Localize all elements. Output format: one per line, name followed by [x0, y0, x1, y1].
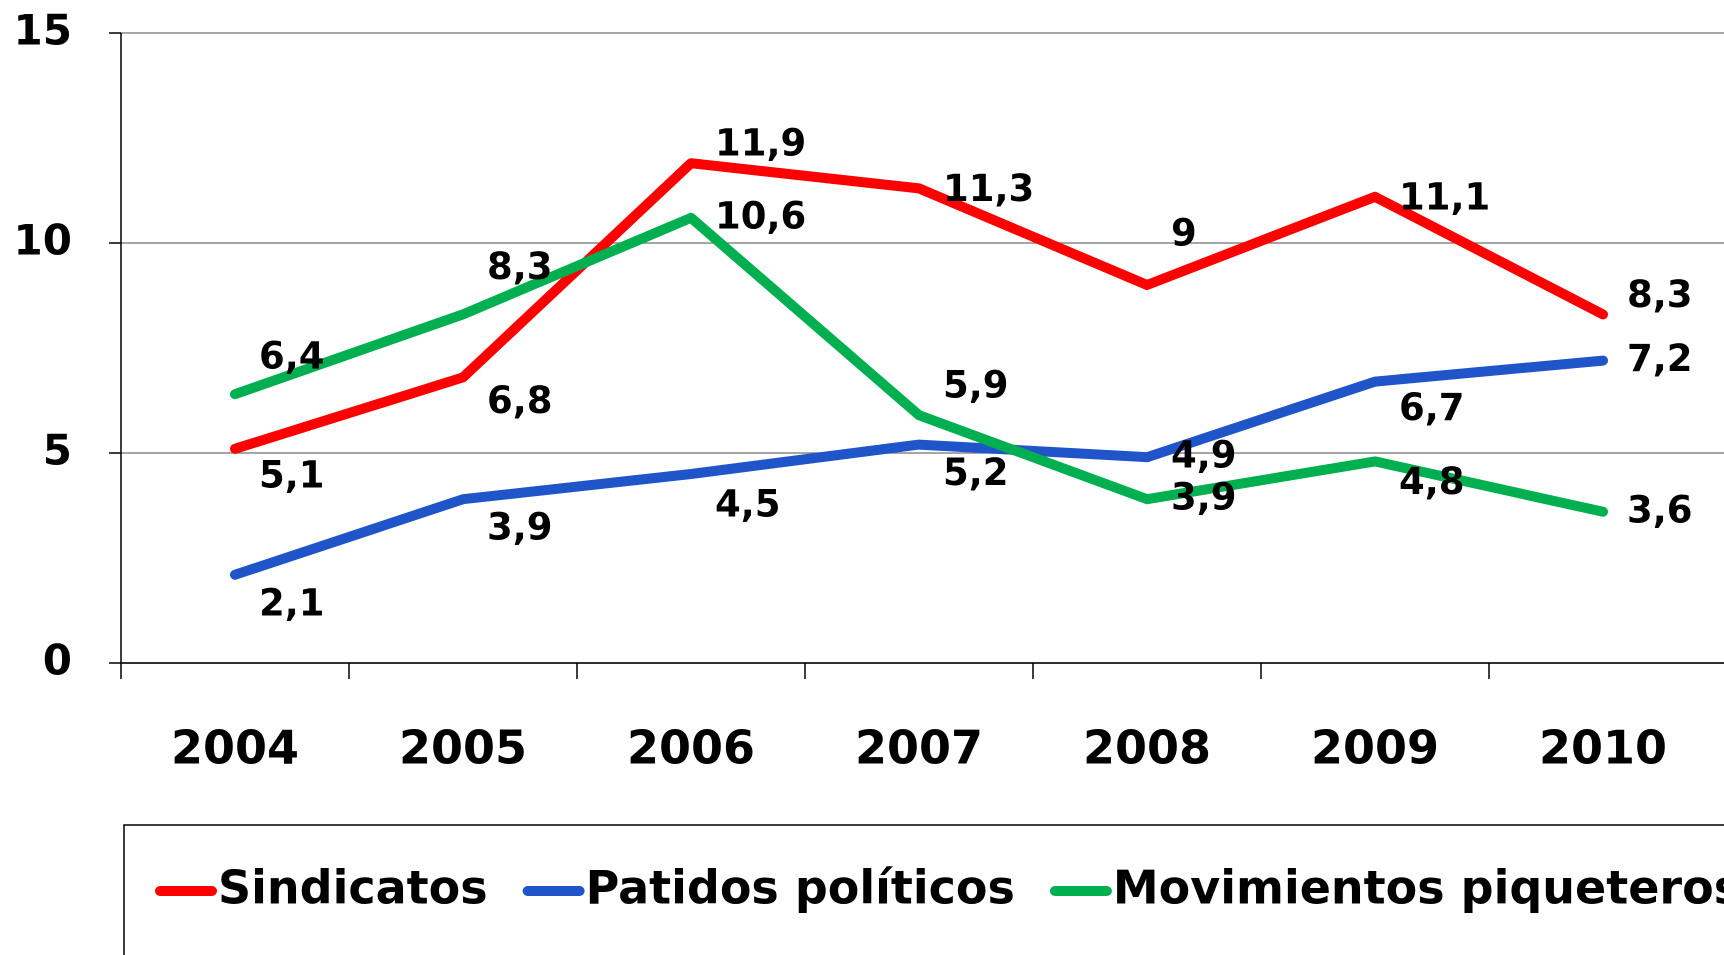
legend-label: Sindicatos: [218, 861, 488, 915]
legend-label: Movimientos piqueteros: [1113, 861, 1724, 915]
x-tick-label: 2008: [1083, 721, 1211, 775]
data-label: 11,3: [943, 167, 1034, 210]
y-tick-label: 10: [14, 216, 72, 265]
data-label: 3,6: [1627, 488, 1693, 531]
data-label: 4,9: [1171, 434, 1237, 477]
data-label: 6,8: [487, 379, 553, 422]
data-label: 5,9: [943, 364, 1009, 407]
x-tick-label: 2006: [627, 721, 755, 775]
line-series: [230, 212, 1608, 517]
data-label: 4,5: [715, 483, 781, 526]
data-label: 6,4: [259, 335, 325, 378]
data-label: 11,9: [715, 122, 806, 165]
data-label: 6,7: [1399, 386, 1465, 429]
data-label: 8,3: [1627, 273, 1693, 316]
line-series: [230, 355, 1608, 580]
legend-box: [123, 824, 1724, 955]
x-tick-label: 2004: [171, 721, 299, 775]
data-label: 8,3: [487, 245, 553, 288]
data-label: 10,6: [715, 194, 806, 237]
legend-label: Patidos políticos: [586, 861, 1015, 915]
data-label: 2,1: [259, 581, 325, 624]
y-tick-label: 15: [14, 6, 72, 55]
data-label: 5,1: [259, 453, 325, 496]
data-label: 3,9: [1171, 476, 1237, 519]
x-tick-label: 2007: [855, 721, 983, 775]
x-tick-label: 2009: [1311, 721, 1439, 775]
data-label: 9: [1171, 212, 1197, 255]
line-series: [230, 158, 1608, 454]
data-label: 7,2: [1627, 337, 1693, 380]
x-tick-label: 2010: [1539, 721, 1667, 775]
data-label: 4,8: [1399, 460, 1465, 503]
data-label: 5,2: [943, 451, 1009, 494]
y-tick-label: 0: [43, 636, 72, 685]
y-tick-label: 5: [43, 426, 72, 475]
data-label: 3,9: [487, 506, 553, 549]
x-tick-label: 2005: [399, 721, 527, 775]
data-label: 11,1: [1399, 175, 1490, 218]
